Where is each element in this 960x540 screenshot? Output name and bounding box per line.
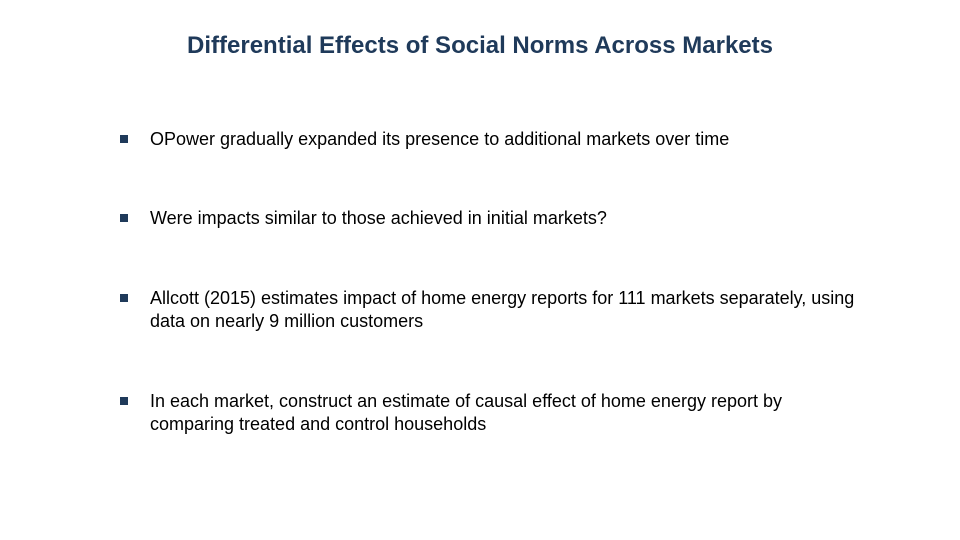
bullet-item: Were impacts similar to those achieved i… xyxy=(120,207,860,230)
square-bullet-icon xyxy=(120,294,128,302)
slide-title: Differential Effects of Social Norms Acr… xyxy=(0,32,960,60)
bullet-item: In each market, construct an estimate of… xyxy=(120,390,860,437)
bullet-text: OPower gradually expanded its presence t… xyxy=(150,128,860,151)
square-bullet-icon xyxy=(120,214,128,222)
square-bullet-icon xyxy=(120,397,128,405)
bullet-item: OPower gradually expanded its presence t… xyxy=(120,128,860,151)
bullet-item: Allcott (2015) estimates impact of home … xyxy=(120,287,860,334)
slide-body: OPower gradually expanded its presence t… xyxy=(120,128,860,492)
bullet-text: Allcott (2015) estimates impact of home … xyxy=(150,287,860,334)
bullet-text: Were impacts similar to those achieved i… xyxy=(150,207,860,230)
slide: Differential Effects of Social Norms Acr… xyxy=(0,0,960,540)
bullet-text: In each market, construct an estimate of… xyxy=(150,390,860,437)
square-bullet-icon xyxy=(120,135,128,143)
